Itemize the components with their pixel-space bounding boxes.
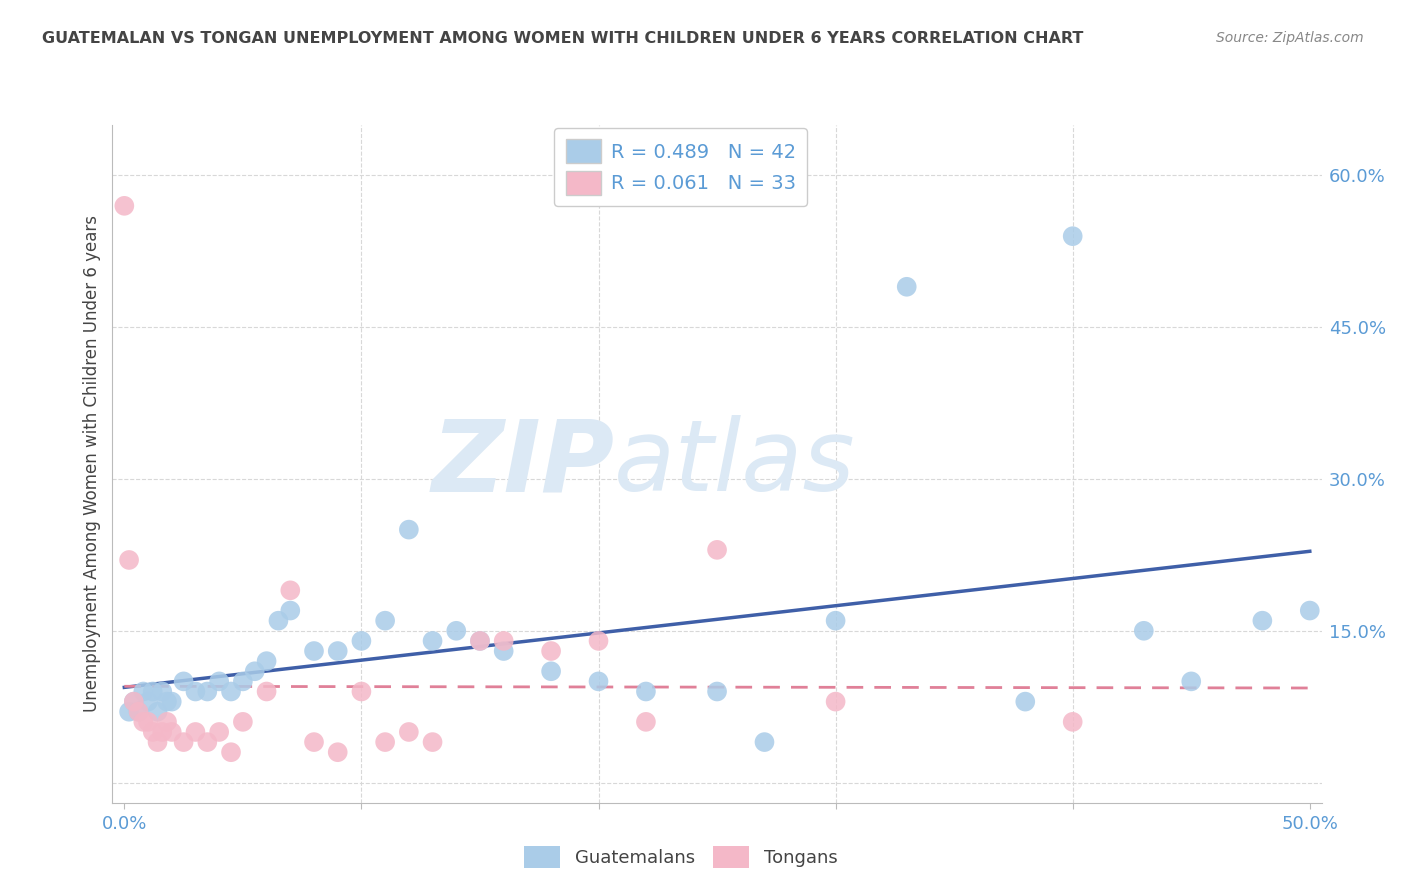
Point bbox=[150, 725, 173, 739]
Point bbox=[150, 684, 173, 698]
Point bbox=[350, 684, 373, 698]
Point bbox=[492, 644, 515, 658]
Point bbox=[122, 695, 145, 709]
Point bbox=[302, 735, 325, 749]
Point bbox=[468, 634, 491, 648]
Point bbox=[896, 279, 918, 293]
Point bbox=[446, 624, 468, 638]
Point bbox=[256, 654, 278, 668]
Point bbox=[398, 725, 420, 739]
Point bbox=[128, 705, 150, 719]
Text: atlas: atlas bbox=[614, 416, 856, 512]
Point bbox=[267, 614, 290, 628]
Point bbox=[132, 714, 155, 729]
Point bbox=[588, 674, 610, 689]
Point bbox=[1299, 603, 1322, 617]
Point bbox=[142, 684, 165, 698]
Text: Source: ZipAtlas.com: Source: ZipAtlas.com bbox=[1216, 31, 1364, 45]
Point bbox=[492, 634, 515, 648]
Point bbox=[184, 725, 207, 739]
Point bbox=[146, 735, 169, 749]
Point bbox=[1180, 674, 1202, 689]
Point bbox=[118, 553, 141, 567]
Point bbox=[398, 523, 420, 537]
Point bbox=[754, 735, 776, 749]
Point bbox=[326, 644, 349, 658]
Point bbox=[374, 735, 396, 749]
Point bbox=[136, 714, 159, 729]
Point bbox=[422, 634, 444, 648]
Point bbox=[278, 603, 301, 617]
Text: ZIP: ZIP bbox=[432, 416, 614, 512]
Point bbox=[1133, 624, 1156, 638]
Point bbox=[208, 674, 231, 689]
Point bbox=[219, 745, 242, 759]
Point bbox=[128, 705, 150, 719]
Point bbox=[160, 695, 183, 709]
Point bbox=[1014, 695, 1036, 709]
Point bbox=[302, 644, 325, 658]
Point bbox=[256, 684, 278, 698]
Point bbox=[122, 695, 145, 709]
Point bbox=[195, 684, 218, 698]
Point bbox=[232, 714, 254, 729]
Point bbox=[540, 644, 562, 658]
Point bbox=[146, 705, 169, 719]
Point bbox=[468, 634, 491, 648]
Text: GUATEMALAN VS TONGAN UNEMPLOYMENT AMONG WOMEN WITH CHILDREN UNDER 6 YEARS CORREL: GUATEMALAN VS TONGAN UNEMPLOYMENT AMONG … bbox=[42, 31, 1084, 46]
Point bbox=[173, 674, 195, 689]
Point bbox=[374, 614, 396, 628]
Point bbox=[184, 684, 207, 698]
Point bbox=[634, 684, 657, 698]
Point bbox=[136, 695, 159, 709]
Point bbox=[824, 614, 846, 628]
Point bbox=[1062, 229, 1084, 244]
Point bbox=[326, 745, 349, 759]
Point bbox=[1062, 714, 1084, 729]
Point bbox=[588, 634, 610, 648]
Point bbox=[156, 714, 179, 729]
Point bbox=[112, 199, 135, 213]
Point bbox=[706, 684, 728, 698]
Point bbox=[219, 684, 242, 698]
Point bbox=[422, 735, 444, 749]
Point bbox=[173, 735, 195, 749]
Legend: Guatemalans, Tongans: Guatemalans, Tongans bbox=[517, 838, 845, 875]
Point bbox=[706, 542, 728, 557]
Y-axis label: Unemployment Among Women with Children Under 6 years: Unemployment Among Women with Children U… bbox=[83, 215, 101, 713]
Point bbox=[350, 634, 373, 648]
Point bbox=[142, 725, 165, 739]
Point bbox=[160, 725, 183, 739]
Point bbox=[232, 674, 254, 689]
Point bbox=[156, 695, 179, 709]
Point bbox=[1251, 614, 1274, 628]
Point bbox=[540, 665, 562, 679]
Point bbox=[243, 665, 266, 679]
Point bbox=[118, 705, 141, 719]
Point bbox=[278, 583, 301, 598]
Point bbox=[195, 735, 218, 749]
Point bbox=[208, 725, 231, 739]
Point bbox=[634, 714, 657, 729]
Point bbox=[824, 695, 846, 709]
Point bbox=[132, 684, 155, 698]
